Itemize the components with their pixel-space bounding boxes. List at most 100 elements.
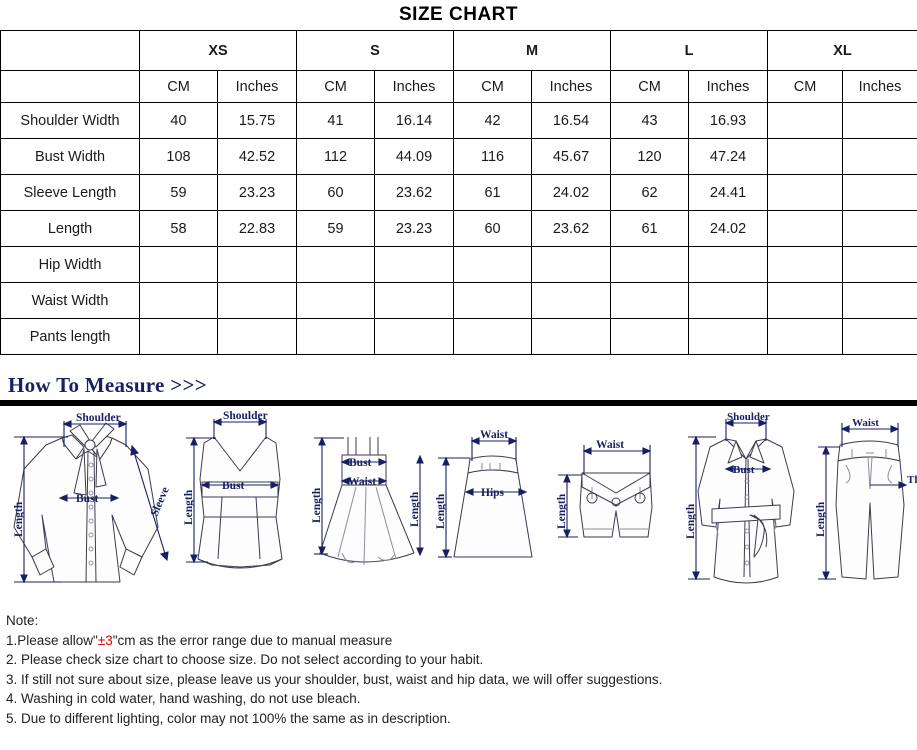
cell-m-inches (531, 318, 612, 355)
table-row: Waist Width (0, 282, 917, 319)
cell-s-inches: 23.62 (373, 174, 455, 211)
label-length-right: Length (409, 491, 421, 527)
cell-l-cm: 61 (610, 210, 690, 247)
cell-m-inches (531, 246, 612, 283)
table-row: Shoulder Width 40 15.75 41 16.14 42 16.5… (0, 102, 917, 139)
label-bust: Bust (349, 457, 372, 469)
cell-xl-inches (842, 102, 917, 139)
label-length: Length (556, 493, 568, 529)
table-row: Pants length (0, 318, 917, 355)
label-hips: Hips (481, 487, 505, 499)
cell-xl-inches (842, 174, 917, 211)
unit-header-l-cm: CM (610, 70, 690, 103)
cell-xs-cm (139, 318, 218, 355)
cell-xs-cm: 58 (139, 210, 218, 247)
cell-l-inches (688, 246, 769, 283)
label-length: Length (183, 489, 195, 525)
cell-xs-inches (217, 318, 297, 355)
cell-m-cm (453, 282, 533, 319)
cell-xl-cm (767, 246, 844, 283)
diagram-blouse: Shoulder Bust Length Sleeve (2, 407, 174, 603)
size-header-xs: XS (139, 30, 297, 71)
row-label: Bust Width (0, 138, 140, 175)
size-header-s: S (295, 30, 455, 71)
size-header-xl: XL (767, 30, 917, 71)
cell-xl-cm (767, 138, 844, 175)
cell-xl-inches (842, 246, 917, 283)
unit-header-xs-inches: Inches (217, 70, 297, 103)
label-thigh: Thigh (907, 474, 917, 486)
size-header-row: XS S M L XL (0, 30, 917, 71)
notes-section: Note: 1.Please allow"±3"cm as the error … (0, 603, 917, 728)
size-header-l: L (610, 30, 769, 71)
diagram-tank-top: Shoulder Bust Length (174, 407, 304, 603)
cell-xs-inches: 23.23 (217, 174, 297, 211)
unit-corner-cell (0, 70, 140, 103)
unit-header-xs-cm: CM (139, 70, 218, 103)
cell-s-cm: 41 (296, 102, 375, 139)
cell-s-inches (373, 246, 455, 283)
cell-m-cm: 60 (453, 210, 533, 247)
unit-header-xl-cm: CM (767, 70, 844, 103)
unit-header-xl-inches: Inches (842, 70, 917, 103)
table-row: Length 58 22.83 59 23.23 60 23.62 61 24.… (0, 210, 917, 247)
cell-m-inches: 23.62 (531, 210, 612, 247)
cell-xs-cm (139, 246, 218, 283)
unit-header-row: CM Inches CM Inches CM Inches CM Inches … (0, 70, 917, 103)
cell-s-cm (296, 318, 375, 355)
label-length: Length (13, 501, 25, 537)
label-length: Length (685, 503, 697, 539)
label-waist: Waist (596, 439, 624, 451)
section-divider (0, 400, 917, 406)
cell-xs-inches (217, 282, 297, 319)
cell-xl-inches (842, 318, 917, 355)
cell-xs-inches (217, 246, 297, 283)
note-1-post: "cm as the error range due to manual mea… (112, 632, 393, 648)
diagram-pants: Waist Thigh Length (812, 407, 917, 603)
cell-s-cm: 112 (296, 138, 375, 175)
label-shoulder: Shoulder (223, 410, 268, 422)
note-line-5: 5. Due to different lighting, color may … (6, 710, 451, 726)
how-to-measure-heading: How To Measure >>> (8, 373, 208, 397)
page-title: SIZE CHART (399, 4, 518, 25)
cell-l-inches: 24.02 (688, 210, 769, 247)
label-shoulder: Shoulder (727, 411, 770, 423)
cell-xl-inches (842, 282, 917, 319)
cell-m-inches (531, 282, 612, 319)
cell-xs-inches: 15.75 (217, 102, 297, 139)
measurement-diagrams: Shoulder Bust Length Sleeve (0, 406, 917, 603)
cell-s-inches: 16.14 (373, 102, 455, 139)
cell-l-cm: 120 (610, 138, 690, 175)
unit-header-m-cm: CM (453, 70, 533, 103)
table-corner-cell (0, 30, 140, 71)
cell-s-inches: 44.09 (373, 138, 455, 175)
cell-l-inches: 47.24 (688, 138, 769, 175)
label-waist: Waist (348, 476, 376, 488)
cell-l-cm (610, 282, 690, 319)
cell-l-inches: 16.93 (688, 102, 769, 139)
cell-s-cm (296, 246, 375, 283)
size-table-body: XS S M L XL CM Inches CM Inches CM Inche… (0, 30, 917, 355)
note-1-tolerance: ±3 (97, 632, 113, 648)
table-row: Hip Width (0, 246, 917, 283)
table-row: Sleeve Length 59 23.23 60 23.62 61 24.02… (0, 174, 917, 211)
cell-l-inches (688, 318, 769, 355)
unit-header-m-inches: Inches (531, 70, 612, 103)
label-shoulder: Shoulder (76, 412, 121, 424)
cell-l-inches: 24.41 (688, 174, 769, 211)
cell-s-inches (373, 282, 455, 319)
how-to-measure-section: How To Measure >>> (0, 373, 917, 406)
cell-s-cm: 60 (296, 174, 375, 211)
cell-m-inches: 24.02 (531, 174, 612, 211)
cell-s-inches (373, 318, 455, 355)
note-line-1: 1.Please allow"±3"cm as the error range … (6, 631, 917, 651)
label-length: Length (435, 493, 447, 529)
cell-s-cm (296, 282, 375, 319)
unit-header-s-inches: Inches (373, 70, 455, 103)
row-label: Hip Width (0, 246, 140, 283)
note-line-3: 3. If still not sure about size, please … (6, 671, 663, 687)
cell-l-inches (688, 282, 769, 319)
note-line-2: 2. Please check size chart to choose siz… (6, 652, 484, 667)
row-label: Shoulder Width (0, 102, 140, 139)
